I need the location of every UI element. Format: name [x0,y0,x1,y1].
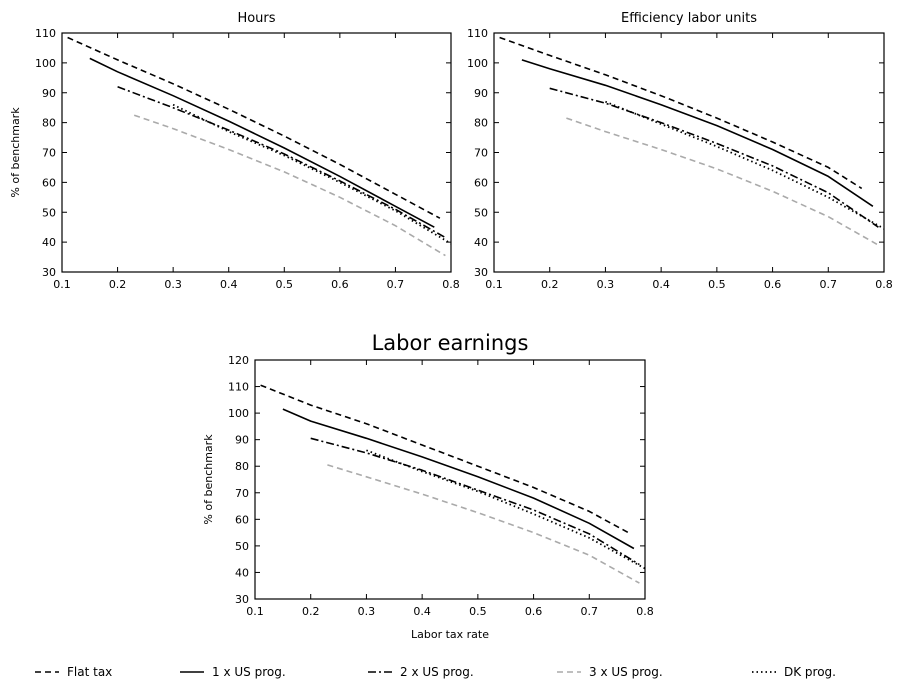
y-tick-label: 70 [42,147,56,160]
x-tick-label: 0.6 [331,278,349,291]
x-tick-label: 0.4 [220,278,238,291]
legend-item-2x-us-prog: 2 x US prog. [368,662,474,682]
y-tick-label: 50 [474,206,488,219]
y-tick-label: 30 [474,266,488,279]
series-group [67,36,451,257]
x-tick-label: 0.1 [246,605,264,618]
series-line-flat-tax [260,384,629,534]
legend-label: Flat tax [67,665,113,679]
legend-label: 3 x US prog. [589,665,663,679]
y-tick-label: 50 [42,206,56,219]
chart-labor-earnings: Labor earnings 0.1 0.2 0.3 0.4 0.5 0.6 0.7 0.8 30… [202,331,654,641]
y-tick-label: 80 [235,460,249,473]
series-line-dk-prog [605,100,884,230]
series-line-2-x-us-prog [549,87,879,228]
series-line-dk-prog [172,103,451,245]
series-line-3-x-us-prog [327,464,640,584]
x-tick-label: 0.2 [109,278,127,291]
legend-item-dk-prog: DK prog. [752,662,836,682]
x-tick-label: 0.7 [820,278,838,291]
y-tick-label: 60 [42,176,56,189]
x-tick-label: 0.6 [525,605,543,618]
y-axis-label: % of benchmark [9,107,22,198]
series-line-3-x-us-prog [133,114,446,257]
y-tick-label: 100 [35,57,56,70]
x-tick-label: 0.7 [387,278,405,291]
series-line-flat-tax [67,36,441,219]
x-tick-label: 0.5 [469,605,487,618]
legend-item-1x-us-prog: 1 x US prog. [180,662,286,682]
legend: Flat tax 1 x US prog. 2 x US prog. 3 x U… [0,662,899,682]
x-tick-label: 0.8 [875,278,893,291]
series-line-1-x-us-prog [282,408,635,550]
y-tick-label: 50 [235,540,249,553]
legend-label: 1 x US prog. [212,665,286,679]
y-tick-label: 90 [235,434,249,447]
y-axis-label: % of benchmark [202,434,215,525]
y-tick-label: 40 [42,236,56,249]
y-tick-label: 90 [474,87,488,100]
x-tick-label: 0.5 [276,278,294,291]
x-tick-label: 0.3 [358,605,376,618]
figure: Hours 0.1 0.2 0.3 0.4 0.5 0.6 0.7 0.8 30 40 50 60 70 8… [9,11,893,641]
series-group [499,36,884,246]
x-tick-label: 0.3 [164,278,182,291]
y-tick-label: 40 [235,566,249,579]
series-line-1-x-us-prog [89,57,435,228]
plot-frame [254,359,646,600]
y-tick-label: 30 [235,593,249,606]
x-tick-label: 0.7 [581,605,599,618]
x-tick-label: 0.6 [764,278,782,291]
y-tick-label: 110 [467,27,488,40]
chart-efficiency-labor-units: Efficiency labor units 0.1 0.2 0.3 0.4 0.5 0.6… [467,11,893,291]
series-line-2-x-us-prog [310,437,640,566]
legend-label: 2 x US prog. [400,665,474,679]
y-tick-label: 70 [474,147,488,160]
x-tick-label: 0.2 [541,278,559,291]
y-tick-label: 90 [42,87,56,100]
y-tick-label: 60 [474,176,488,189]
y-tick-label: 80 [42,117,56,130]
x-tick-label: 0.8 [442,278,460,291]
y-tick-label: 110 [35,27,56,40]
chart-hours: Hours 0.1 0.2 0.3 0.4 0.5 0.6 0.7 0.8 30 40 50 60 70 8… [9,11,460,291]
y-tick-label: 40 [474,236,488,249]
x-tick-label: 0.4 [652,278,670,291]
y-tick-label: 60 [235,513,249,526]
series-line-2-x-us-prog [117,86,446,239]
series-line-1-x-us-prog [521,59,874,207]
x-tick-label: 0.8 [636,605,654,618]
series-line-dk-prog [366,449,645,570]
y-tick-label: 100 [228,407,249,420]
x-tick-label: 0.4 [413,605,431,618]
x-tick-label: 0.3 [597,278,615,291]
y-tick-label: 70 [235,487,249,500]
y-tick-label: 120 [228,354,249,367]
series-group [260,384,645,584]
x-tick-label: 0.2 [302,605,320,618]
y-tick-label: 80 [474,117,488,130]
x-tick-label: 0.1 [485,278,503,291]
legend-item-3x-us-prog: 3 x US prog. [557,662,663,682]
y-tick-label: 110 [228,381,249,394]
x-axis-label: Labor tax rate [411,628,489,641]
x-tick-label: 0.5 [708,278,726,291]
plot-frame [61,32,452,273]
chart-title: Efficiency labor units [621,11,757,26]
x-tick-label: 0.1 [53,278,71,291]
y-tick-label: 100 [467,57,488,70]
y-tick-label: 30 [42,266,56,279]
chart-title: Labor earnings [372,331,529,355]
legend-item-flat-tax: Flat tax [35,662,112,682]
legend-label: DK prog. [784,665,836,679]
chart-title: Hours [237,11,275,26]
series-line-flat-tax [499,36,863,190]
series-line-3-x-us-prog [566,117,879,246]
